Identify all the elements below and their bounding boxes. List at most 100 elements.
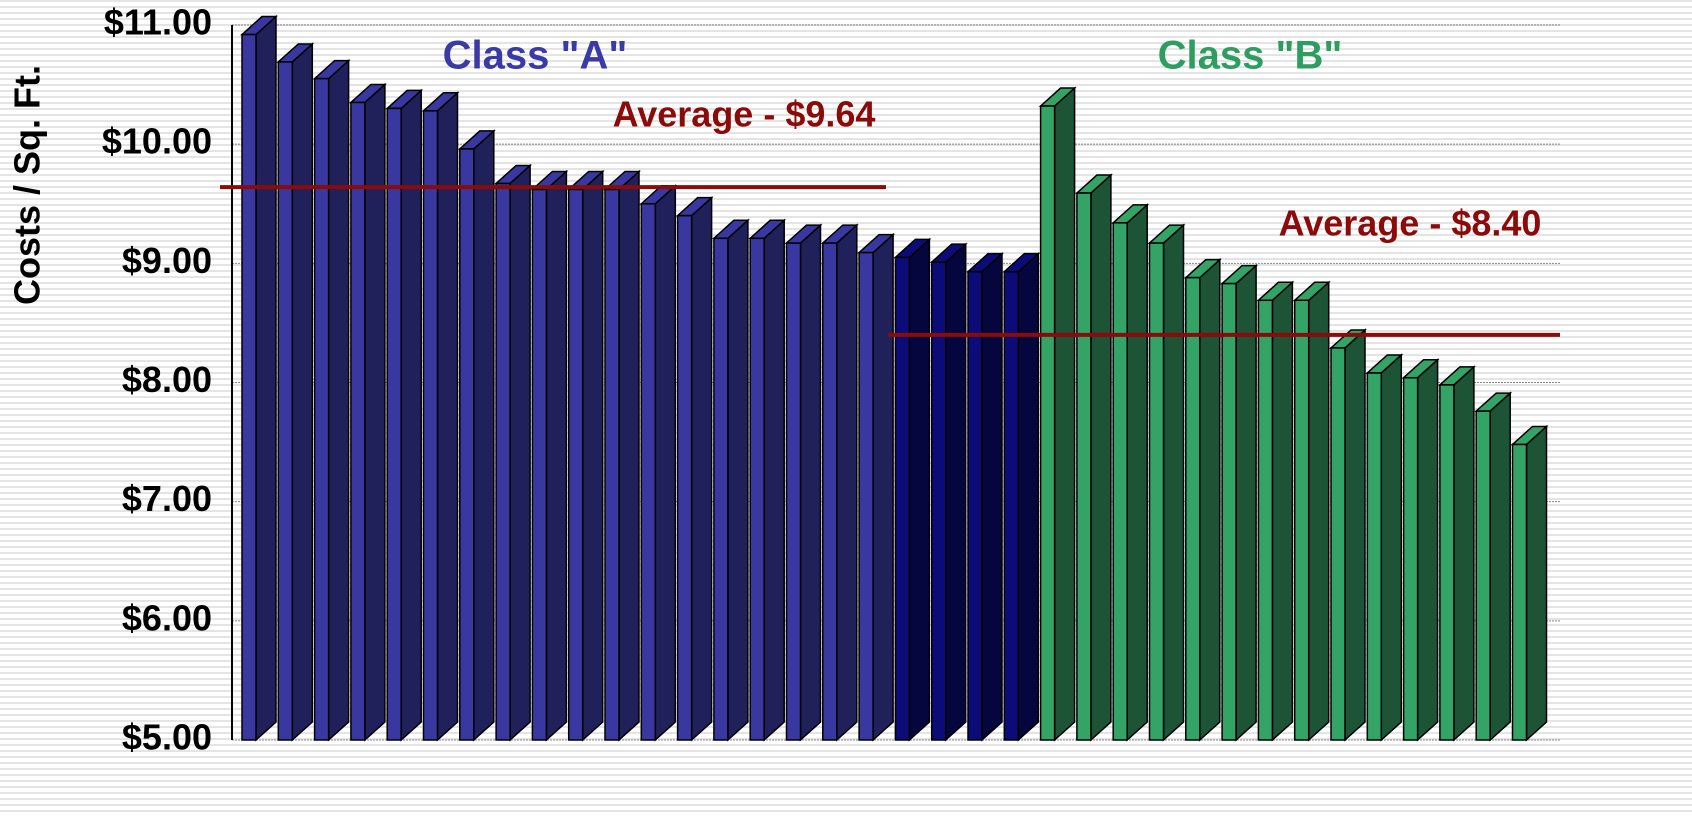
average-label: Average - $9.64 [613, 94, 876, 135]
bar-face [422, 110, 439, 741]
series-label: Class "B" [1158, 34, 1343, 78]
y-tick-label: $6.00 [122, 597, 212, 638]
bar-face [944, 242, 967, 742]
bar-face [1257, 299, 1274, 741]
bar [385, 88, 424, 742]
bar [820, 223, 859, 742]
bar-face [1017, 251, 1040, 742]
y-tick-label: $10.00 [102, 121, 212, 162]
bar-face [459, 148, 475, 741]
bar [1292, 280, 1331, 742]
bar-face [1307, 280, 1330, 742]
bar-face [1003, 270, 1020, 741]
bar [857, 232, 896, 742]
bar-face [1416, 358, 1439, 742]
bar-face [1511, 443, 1528, 741]
bar-face [690, 195, 713, 742]
bar-face [1221, 282, 1237, 741]
bar-face [930, 261, 947, 741]
bar [893, 237, 932, 742]
bar-face [1402, 376, 1419, 741]
bar-face [604, 188, 620, 741]
bar-face [1344, 328, 1366, 742]
bar [1002, 251, 1041, 742]
bar-face [327, 58, 350, 742]
y-tick-label: $11.00 [104, 2, 212, 43]
bar-face [1148, 242, 1165, 741]
bar [494, 163, 533, 742]
bar-face [255, 14, 277, 742]
bar [675, 195, 714, 742]
bar [1401, 358, 1440, 742]
bar-face [277, 61, 294, 741]
bar [421, 91, 460, 742]
bar-face [894, 256, 911, 741]
bar-face [581, 169, 604, 742]
bar [711, 218, 750, 742]
bar-face [1162, 223, 1185, 742]
bar-face [763, 218, 785, 742]
bar-face [749, 237, 765, 741]
bar-face [713, 237, 729, 741]
bar-face [531, 188, 548, 741]
bar [929, 242, 968, 742]
bar-face [967, 270, 983, 741]
bar [240, 14, 278, 742]
bar-face [785, 242, 802, 741]
bar-face [618, 169, 640, 742]
bar-face [1271, 280, 1294, 742]
bar [566, 169, 605, 742]
bar-face [436, 91, 459, 742]
bar-face [1380, 353, 1403, 742]
bar-face [1366, 372, 1383, 741]
bar-face [1439, 384, 1455, 741]
bar-face [1330, 347, 1346, 741]
bar-face [1199, 257, 1221, 742]
bar-face [241, 33, 257, 741]
bar-face [567, 188, 584, 741]
bar-face [872, 232, 894, 742]
bar [1437, 365, 1476, 742]
y-tick-label: $8.00 [122, 359, 212, 400]
bar-face [727, 218, 749, 742]
bar-face [386, 107, 402, 741]
bar [1147, 223, 1186, 742]
bar-face [836, 223, 858, 742]
bar [1111, 203, 1150, 742]
bar [1510, 424, 1549, 742]
average-label: Average - $8.40 [1279, 203, 1542, 244]
bar-face [545, 169, 568, 742]
bar [348, 82, 387, 742]
bar-face [495, 182, 511, 741]
bar-face [509, 163, 531, 742]
bar [1474, 391, 1513, 742]
y-tick-label: $5.00 [122, 717, 212, 758]
bar-face [1112, 222, 1128, 741]
bar-face [1489, 391, 1511, 742]
bar [784, 223, 823, 742]
bar [1329, 328, 1367, 742]
bar-face [1293, 299, 1310, 741]
bar-face [858, 251, 874, 741]
bar [1220, 263, 1259, 742]
bar [639, 184, 678, 742]
bar-face [1053, 86, 1076, 742]
y-axis-label: Costs / Sq. Ft. [7, 65, 48, 305]
bar [966, 251, 1004, 742]
bar [748, 218, 787, 742]
bar-face [822, 242, 838, 741]
bar-face [640, 203, 657, 741]
bar-face [364, 82, 386, 742]
bar-face [473, 129, 495, 742]
bar [1038, 86, 1077, 742]
bar-face [1475, 410, 1491, 741]
bar-face [654, 184, 677, 742]
bar-face [1039, 105, 1056, 741]
bar [603, 169, 641, 742]
bar-face [1126, 203, 1148, 742]
bar-face [908, 237, 931, 742]
bar-face [1076, 192, 1092, 741]
bar [1365, 353, 1404, 742]
series-label: Class "A" [443, 34, 628, 78]
bar-face [676, 214, 693, 741]
